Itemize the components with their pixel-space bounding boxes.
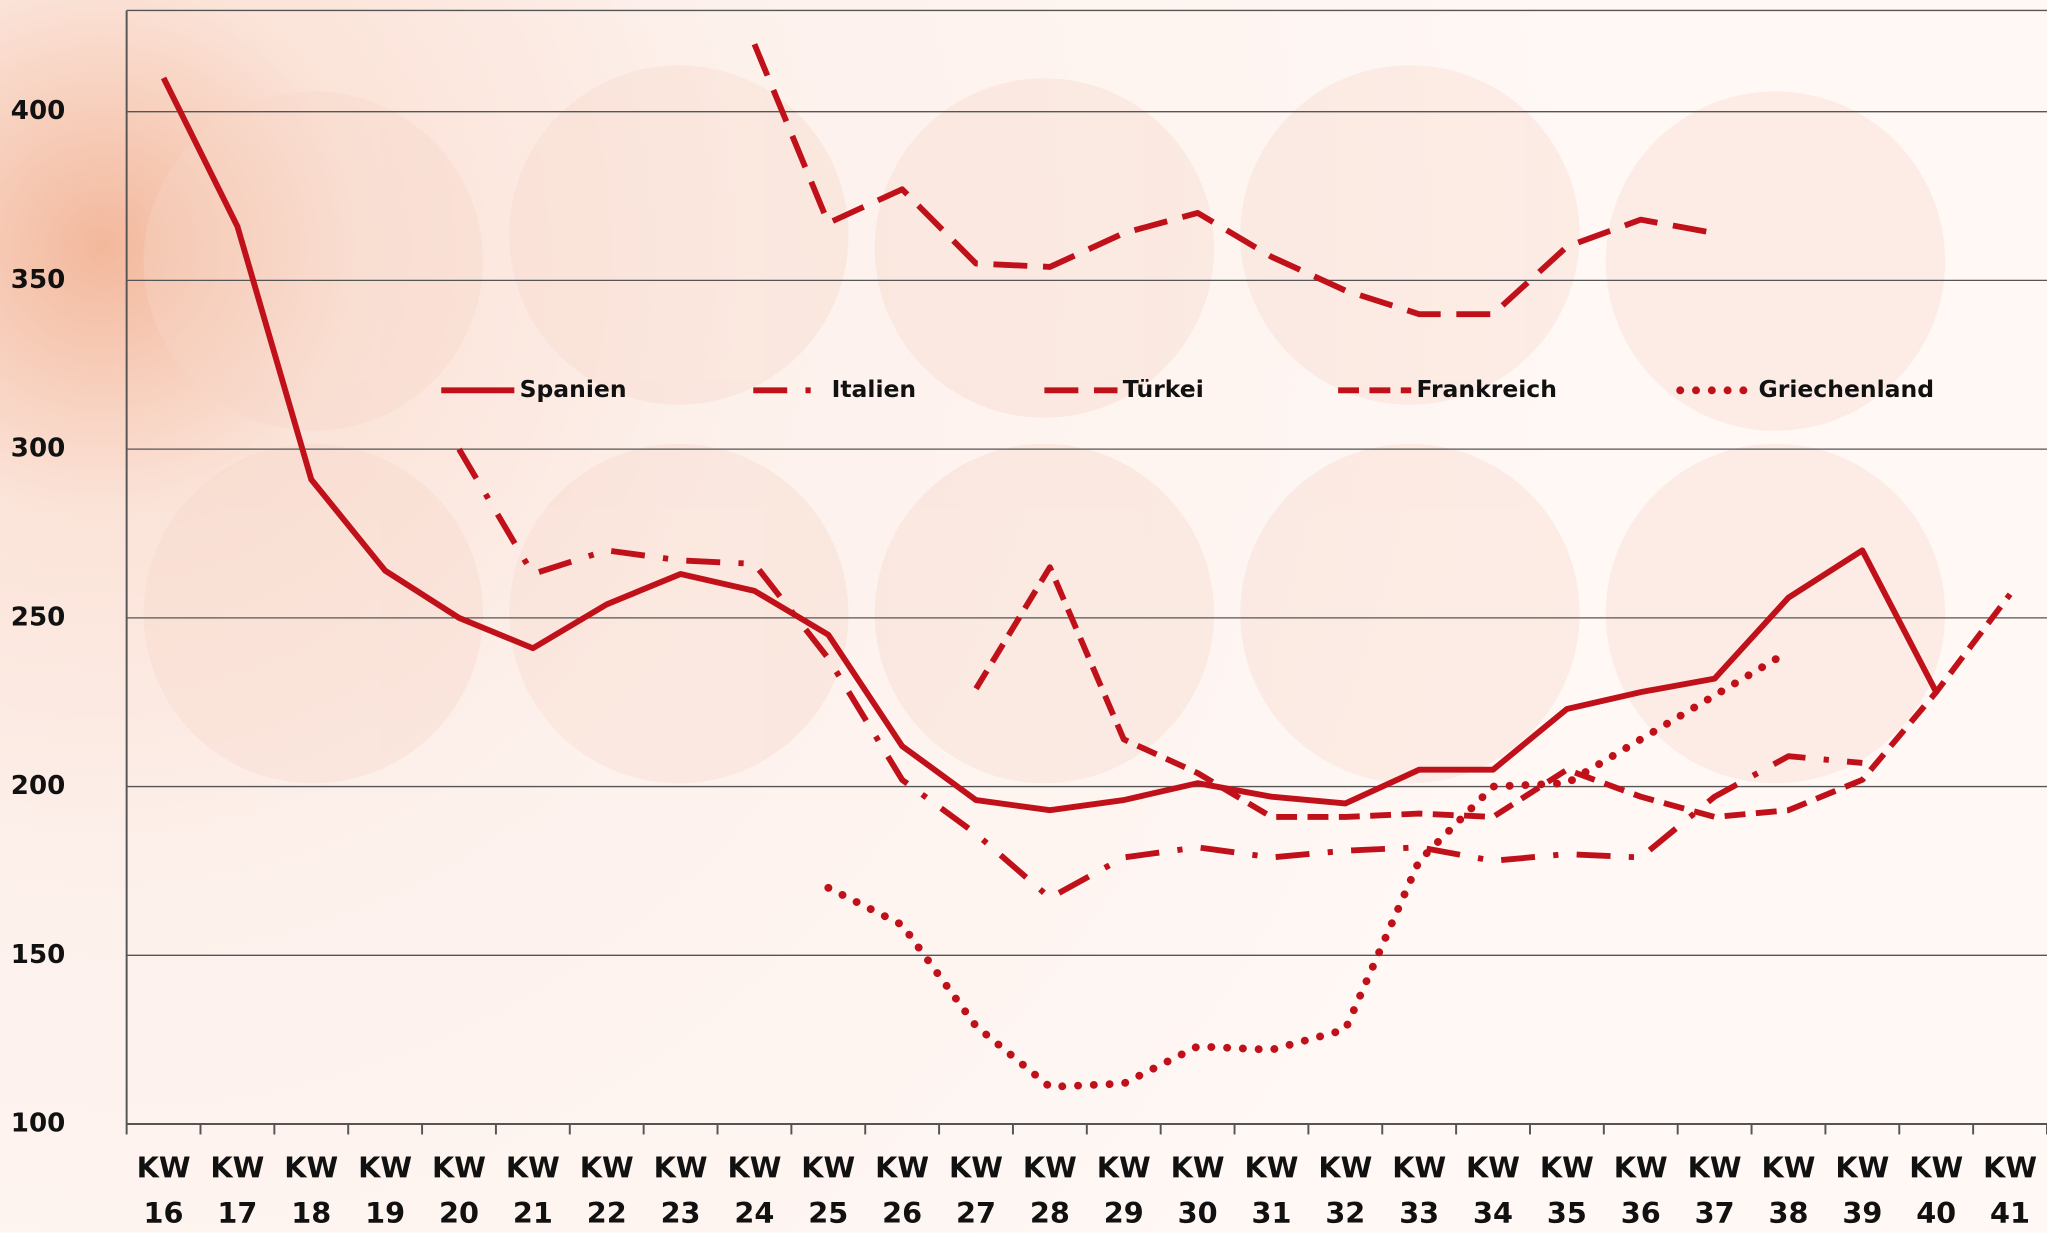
x-tick-label: KW 39: [1834, 1146, 1891, 1233]
x-tick-label: KW 27: [947, 1146, 1004, 1233]
x-tick-label: KW 38: [1760, 1146, 1817, 1233]
x-tick-label: KW 36: [1612, 1146, 1669, 1233]
x-tick-label: KW 40: [1907, 1146, 1964, 1233]
y-tick-label: 100: [11, 1109, 65, 1139]
x-tick-label: KW 31: [1243, 1146, 1300, 1233]
y-tick-label: 250: [11, 602, 65, 632]
legend-label: Griechenland: [1758, 375, 1934, 403]
x-tick-label: KW 22: [578, 1146, 635, 1233]
y-tick-label: 350: [11, 265, 65, 295]
x-tick-label: KW 32: [1317, 1146, 1374, 1233]
legend-label: Frankreich: [1416, 375, 1557, 403]
y-tick-label: 300: [11, 434, 65, 464]
y-tick-label: 200: [11, 771, 65, 801]
x-tick-label: KW 25: [800, 1146, 857, 1233]
x-tick-label: KW 16: [135, 1146, 192, 1233]
x-tick-label: KW 19: [356, 1146, 413, 1233]
chart-area: 100 150 200 250 300 350 400 Spanien Italien Türke…: [0, 0, 2047, 1232]
x-tick-label: KW 24: [726, 1146, 783, 1233]
x-tick-label: KW 17: [209, 1146, 266, 1233]
x-tick-label: KW 37: [1686, 1146, 1743, 1233]
x-tick-label: KW 21: [504, 1146, 561, 1233]
x-tick-label: KW 29: [1095, 1146, 1152, 1233]
legend-label: Türkei: [1123, 375, 1204, 403]
x-tick-label: KW 34: [1464, 1146, 1521, 1233]
x-tick-label: KW 30: [1169, 1146, 1226, 1233]
legend-label: Italien: [832, 375, 917, 403]
x-tick-label: KW 35: [1538, 1146, 1595, 1233]
legend-label: Spanien: [520, 375, 627, 403]
x-tick-label: KW 41: [1981, 1146, 2038, 1233]
y-tick-label: 150: [11, 940, 65, 970]
background-pattern: [144, 65, 1946, 783]
x-tick-label: KW 23: [652, 1146, 709, 1233]
page: 100 150 200 250 300 350 400 Spanien Italien Türke…: [0, 0, 2047, 1233]
x-tick-label: KW 20: [430, 1146, 487, 1233]
y-tick-label: 400: [11, 96, 65, 126]
x-tick-label: KW 33: [1390, 1146, 1447, 1233]
chart: 100 150 200 250 300 350 400 Spanien Italien Türke…: [0, 0, 2047, 1232]
x-tick-label: KW 28: [1021, 1146, 1078, 1233]
x-tick-label: KW 18: [283, 1146, 340, 1233]
x-tick-label: KW 26: [873, 1146, 930, 1233]
